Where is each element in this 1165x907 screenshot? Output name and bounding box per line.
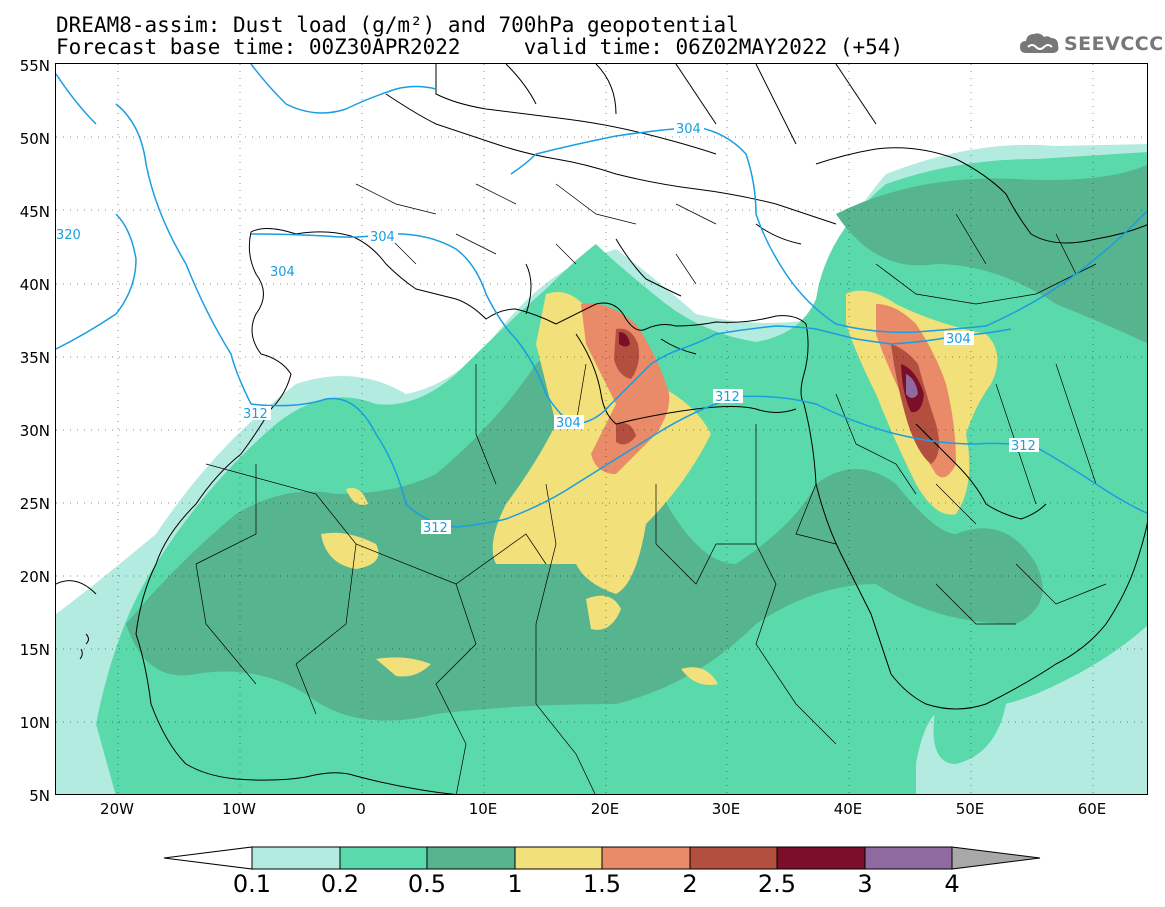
- lat-label: 55N: [19, 57, 50, 75]
- colorbar-bin: [514, 846, 603, 870]
- colorbar-bin: [251, 846, 341, 870]
- colorbar-under-arrow: [163, 846, 253, 870]
- lon-label: 60E: [1077, 800, 1107, 818]
- colorbar-bin: [776, 846, 866, 870]
- colorbar-label: 2.5: [757, 870, 797, 898]
- colorbar-label: 3: [857, 870, 873, 898]
- lat-label: 30N: [19, 422, 50, 440]
- colorbar-label: 0.1: [232, 870, 272, 898]
- lat-label: 10N: [19, 714, 50, 732]
- colorbar-label: 1.5: [582, 870, 622, 898]
- lat-lon-grid: [56, 64, 1147, 794]
- dust-level-8: [906, 374, 918, 398]
- contour-labels: 304 304 304 304 304 312 312 312 312 320: [56, 121, 1039, 536]
- cloud-logo-icon: [1020, 33, 1059, 53]
- colorbar-label: 2: [682, 870, 698, 898]
- contour-label: 304: [946, 332, 971, 347]
- colorbar-label: 1: [507, 870, 523, 898]
- lon-label: 40E: [833, 800, 863, 818]
- map-panel: 304 304 304 304 304 312 312 312 312 320: [55, 63, 1148, 795]
- colorbar-bin: [339, 846, 428, 870]
- lat-label: 15N: [19, 641, 50, 659]
- contour-label: 312: [423, 521, 448, 536]
- contour-label: 304: [370, 230, 395, 245]
- colorbar-bin: [426, 846, 516, 870]
- lon-label: 20E: [590, 800, 620, 818]
- map-title: DREAM8-assim: Dust load (g/m²) and 700hP…: [56, 13, 739, 37]
- lat-label: 45N: [19, 203, 50, 221]
- contour-label: 304: [270, 265, 295, 280]
- coastlines: [56, 64, 1147, 794]
- lon-label: 30E: [711, 800, 741, 818]
- colorbar-bin: [864, 846, 953, 870]
- colorbar-label: 4: [944, 870, 960, 898]
- lon-label: 20W: [100, 800, 134, 818]
- lat-label: 35N: [19, 349, 50, 367]
- colorbar-over-arrow: [951, 846, 1041, 870]
- contour-label: 320: [56, 228, 81, 243]
- lat-label: 5N: [29, 787, 50, 805]
- contour-label: 312: [715, 390, 740, 405]
- contour-label: 304: [556, 416, 581, 431]
- colorbar-label: 0.2: [320, 870, 360, 898]
- lat-label: 50N: [19, 130, 50, 148]
- lon-label: 10E: [468, 800, 498, 818]
- lon-label: 50E: [955, 800, 985, 818]
- lat-label: 40N: [19, 276, 50, 294]
- country-borders: [195, 183, 1107, 794]
- lon-label: 10W: [222, 800, 256, 818]
- seevccc-logo: SEEVCCC: [1018, 26, 1163, 60]
- contour-label: 312: [1011, 439, 1036, 454]
- lat-label: 20N: [19, 568, 50, 586]
- dust-load-map: 304 304 304 304 304 312 312 312 312 320: [56, 64, 1147, 794]
- contour-label: 304: [676, 122, 701, 137]
- forecast-time-line: Forecast base time: 00Z30APR2022 valid t…: [56, 35, 904, 59]
- lon-label: 0: [356, 800, 366, 818]
- colorbar-label: 0.5: [407, 870, 447, 898]
- geopotential-contours: [56, 64, 1147, 528]
- colorbar-bin: [601, 846, 691, 870]
- contour-label: 312: [243, 407, 268, 422]
- colorbar-bin: [689, 846, 778, 870]
- colorbar: [163, 846, 1041, 870]
- logo-text: SEEVCCC: [1064, 33, 1164, 55]
- lat-label: 25N: [19, 495, 50, 513]
